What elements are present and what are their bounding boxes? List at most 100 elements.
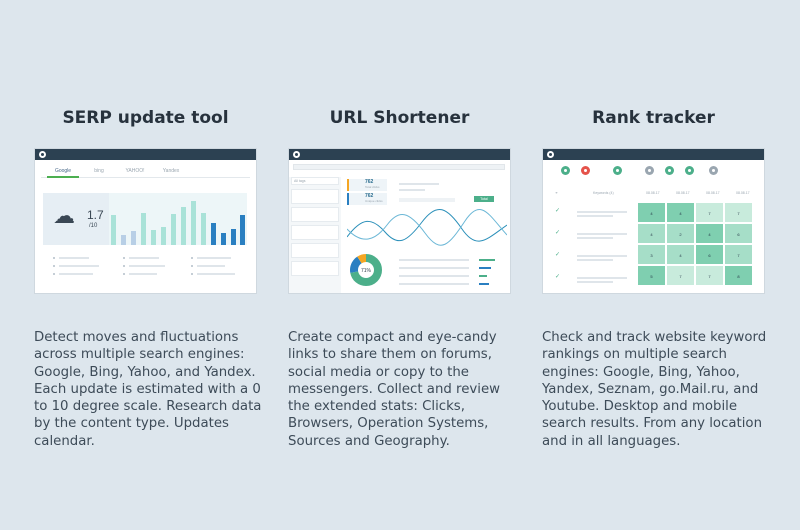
rank-cell: 7 (724, 202, 753, 223)
donut-segment (350, 254, 382, 286)
url-shortener-preview: All tags 762 Total clicks 762 Unique cli… (288, 148, 511, 294)
url-input-strip[interactable] (293, 164, 505, 170)
rank-cell: 4 (666, 244, 695, 265)
url-shortener-card[interactable]: URL Shortener All tags 762 Total clicks … (288, 0, 513, 530)
links-sidebar: All tags (289, 177, 341, 293)
rank-cell: 7 (695, 265, 724, 286)
total-clicks-stat: 762 Total clicks (347, 179, 387, 191)
date-header: 08.08.17 (676, 191, 690, 195)
list-bullet (53, 257, 55, 259)
series-line (347, 209, 507, 242)
serp-update-tool-card[interactable]: SERP update tool Google bing YAHOO! Yand… (34, 0, 262, 530)
engine-icon[interactable] (613, 166, 622, 175)
serp-tool-preview: Google bing YAHOO! Yandex ☁ 1.7 /10 (34, 148, 257, 294)
card-title: URL Shortener (329, 108, 470, 128)
list-line (129, 257, 159, 259)
info-line (399, 183, 439, 185)
engine-icon[interactable] (665, 166, 674, 175)
chart-bar (131, 231, 136, 245)
link-list-item[interactable] (291, 243, 339, 258)
chart-bar (181, 207, 186, 245)
total-button[interactable]: Total (474, 196, 494, 202)
check-icon: ✓ (555, 208, 561, 214)
list-line (129, 265, 165, 267)
fluctuation-chart (109, 193, 247, 245)
tab-yandex[interactable]: Yandex (162, 168, 180, 174)
window-titlebar (35, 149, 256, 160)
list-bullet (123, 265, 125, 267)
rank-cell: 3 (637, 244, 666, 265)
window-titlebar (289, 149, 510, 160)
engine-icon[interactable] (685, 166, 694, 175)
chart-bar (111, 215, 116, 245)
tag-filter-label: All tags (294, 179, 306, 183)
rank-cell: 6 (695, 244, 724, 265)
engine-icon[interactable] (581, 166, 590, 175)
card-description: Create compact and eye-candy links to sh… (288, 330, 501, 449)
tab-bing[interactable]: bing (94, 168, 104, 174)
date-header: 08.08.17 (646, 191, 660, 195)
keyword-line (577, 211, 627, 213)
rank-tracker-card[interactable]: Rank tracker ⚭ Keywords (4) 08.08.17 08.… (542, 0, 767, 530)
list-bullet (191, 273, 193, 275)
rank-cell: 2 (666, 223, 695, 244)
card-title: SERP update tool (62, 108, 229, 128)
card-description: Check and track website keyword rankings… (542, 330, 767, 449)
window-titlebar (543, 149, 764, 160)
rank-cell: 7 (666, 265, 695, 286)
list-bullet (123, 273, 125, 275)
update-score-scale: /10 (89, 223, 98, 229)
keyword-line (577, 237, 613, 239)
tab-yahoo[interactable]: YAHOO! (125, 168, 145, 174)
check-icon: ✓ (555, 252, 561, 258)
clicks-line-chart (347, 209, 507, 246)
engine-icon[interactable] (709, 166, 718, 175)
rank-cell: 6 (724, 223, 753, 244)
link-list-item[interactable] (291, 189, 339, 204)
stat-label: Unique clicks (365, 199, 383, 203)
date-header: 08.08.17 (736, 191, 750, 195)
link-list-item[interactable] (291, 261, 339, 276)
app-logo-icon (39, 151, 46, 158)
link-list-item[interactable] (291, 207, 339, 222)
check-icon: ✓ (555, 274, 561, 280)
check-icon: ✓ (555, 230, 561, 236)
list-line (197, 257, 231, 259)
unique-clicks-stat: 762 Unique clicks (347, 193, 387, 205)
donut-segment (350, 254, 382, 286)
list-line (129, 273, 157, 275)
rank-tracker-preview: ⚭ Keywords (4) 08.08.17 08.08.17 08.08.1… (542, 148, 765, 294)
source-bar (479, 275, 487, 277)
chart-bar (151, 230, 156, 245)
date-header: 08.08.17 (706, 191, 720, 195)
info-line (399, 189, 425, 191)
chart-bar (141, 213, 146, 245)
chart-bar (221, 233, 226, 245)
keyword-line (577, 233, 627, 235)
card-description: Detect moves and fluctuations across mul… (34, 330, 262, 449)
series-line (347, 209, 507, 246)
rank-cell: 4 (666, 202, 695, 223)
rank-cell: 4 (637, 223, 666, 244)
card-title: Rank tracker (592, 108, 715, 128)
stat-value: 762 (365, 193, 374, 199)
tab-google[interactable]: Google (47, 164, 79, 178)
list-line (59, 273, 93, 275)
info-field (399, 198, 455, 202)
list-line (197, 273, 235, 275)
engine-icon[interactable] (561, 166, 570, 175)
chart-bar (231, 229, 236, 245)
keyword-line (577, 277, 627, 279)
engine-icon[interactable] (645, 166, 654, 175)
link-list-item[interactable] (291, 225, 339, 240)
app-logo-icon (293, 151, 300, 158)
list-bullet (191, 265, 193, 267)
link-icon: ⚭ (555, 191, 558, 195)
rank-cell: 5 (637, 265, 666, 286)
keyword-line (577, 255, 627, 257)
app-logo-icon (547, 151, 554, 158)
chart-bar (191, 201, 196, 245)
update-score: 1.7 (87, 208, 104, 222)
tag-filter[interactable]: All tags (291, 177, 339, 185)
list-line (197, 265, 225, 267)
